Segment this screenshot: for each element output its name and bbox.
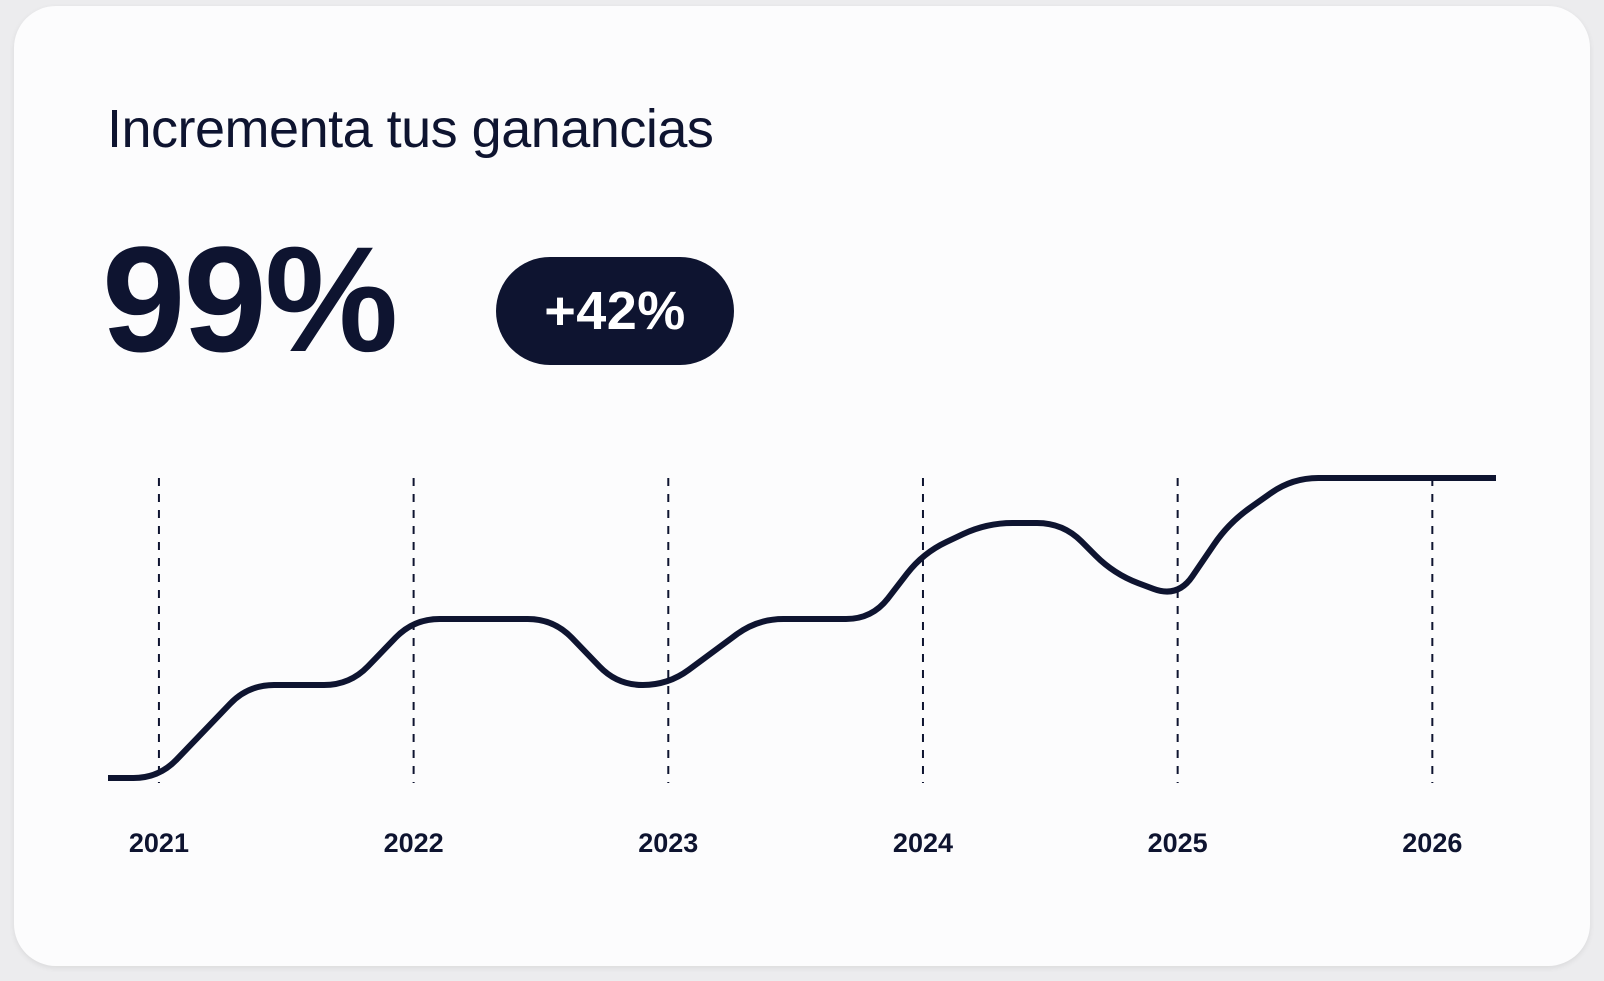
x-tick-label: 2025 [1148,828,1208,858]
x-axis-labels: 2021 2022 2023 2024 2025 2026 [129,828,1462,858]
growth-value: 99% [102,215,398,383]
series-layer [108,475,1496,781]
x-tick-label: 2024 [893,828,953,858]
x-tick-label: 2023 [638,828,698,858]
x-tick-label: 2021 [129,828,189,858]
x-tick-label: 2022 [384,828,444,858]
card-title: Incrementa tus ganancias [107,99,714,159]
earnings-card: Incrementa tus ganancias 99% +42% [14,6,1590,966]
grid-lines [157,478,1434,783]
x-tick-label: 2026 [1402,828,1462,858]
change-badge: +42% [496,257,734,365]
series-line [108,475,1496,781]
